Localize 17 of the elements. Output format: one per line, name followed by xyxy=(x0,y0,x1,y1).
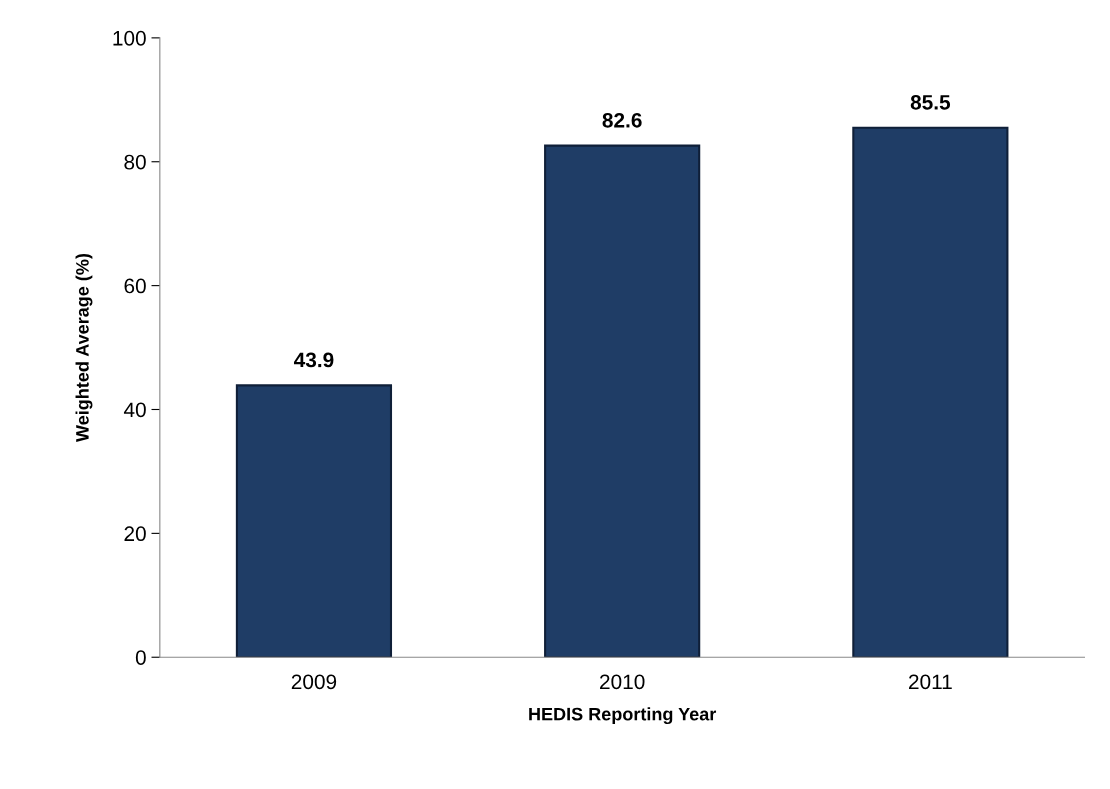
x-tick-label: 2009 xyxy=(291,674,337,690)
y-tick-label: 80 xyxy=(124,154,146,170)
data-label: 85.5 xyxy=(910,94,951,110)
x-axis-title: HEDIS Reporting Year xyxy=(529,707,717,725)
y-tick-label: 60 xyxy=(124,278,146,294)
y-axis-title: Weighted Average (%) xyxy=(75,253,93,442)
x-tick-label: 2011 xyxy=(909,674,952,690)
data-label: 82.6 xyxy=(602,112,642,128)
x-tick-label: 2010 xyxy=(600,674,645,690)
y-tick-label: 100 xyxy=(113,30,146,46)
bar xyxy=(544,144,701,658)
y-tick-label: 0 xyxy=(135,650,146,665)
bar xyxy=(235,384,393,658)
data-label: 43.9 xyxy=(293,352,334,368)
bar xyxy=(852,126,1009,658)
y-tick-label: 20 xyxy=(124,526,146,542)
y-tick-label: 40 xyxy=(123,402,146,418)
